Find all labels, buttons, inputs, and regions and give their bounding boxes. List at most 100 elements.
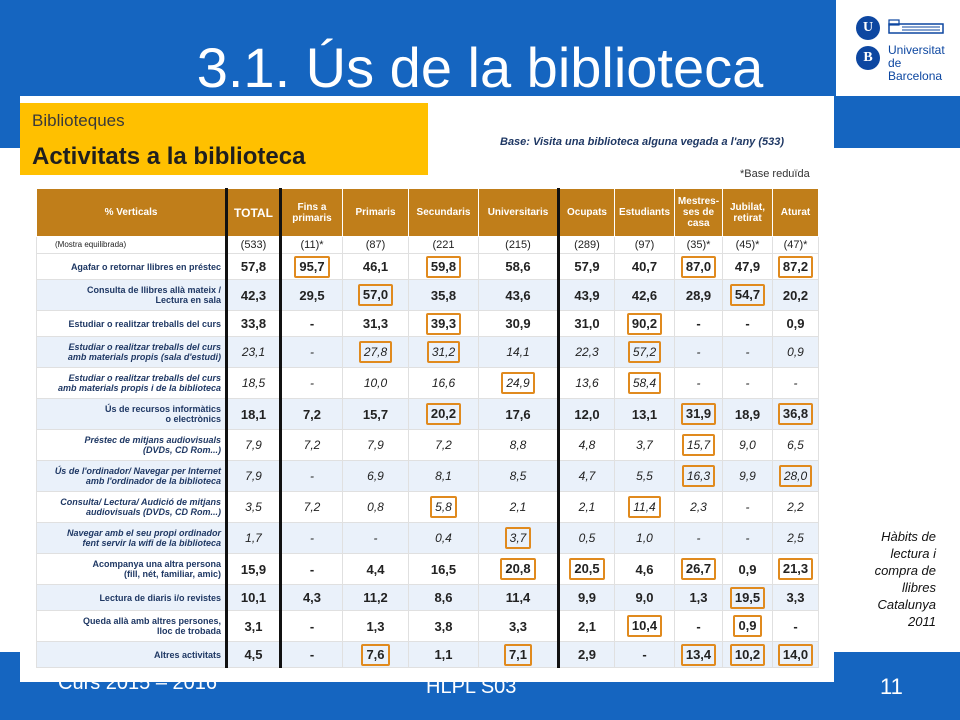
row-label-line: fent servir la wifi de la biblioteca xyxy=(82,538,221,548)
highlighted-value: 5,8 xyxy=(430,496,457,518)
value-cell: 8,5 xyxy=(478,460,559,492)
value-cell: 15,9 xyxy=(225,553,281,585)
row-label-line: Lectura en sala xyxy=(155,295,221,305)
table-row: Ús de l'ordinador/ Navegar per Internet a… xyxy=(36,460,819,492)
value-cell: 11,4 xyxy=(614,491,675,523)
value-cell: - xyxy=(722,336,773,368)
column-header: Universitaris xyxy=(478,188,559,237)
source-note-line: 2011 xyxy=(908,614,936,629)
row-label: Estudiar o realitzar treballs del curs xyxy=(36,310,227,337)
value-cell: 0,4 xyxy=(408,522,479,554)
value-cell: - xyxy=(279,610,343,642)
row-label: (Mostra equilibrada) xyxy=(36,236,227,254)
activities-table: % Verticals TOTAL Fins a primaris Primaris S… xyxy=(36,188,819,668)
sample-size-cell: (97) xyxy=(614,236,675,254)
value-cell: 2,2 xyxy=(772,491,819,523)
row-label-line: Lectura de diaris i/o revistes xyxy=(99,592,221,603)
row-label-line: Estudiar o realitzar treballs del curs xyxy=(68,342,221,352)
value-cell: 31,3 xyxy=(342,310,409,337)
value-cell: 5,5 xyxy=(614,460,675,492)
value-cell: 31,0 xyxy=(557,310,615,337)
highlighted-value: 31,9 xyxy=(680,403,717,425)
row-label-line: Consulta de llibres allà mateix / xyxy=(86,285,221,295)
value-cell: 42,3 xyxy=(225,279,281,311)
highlighted-value: 20,5 xyxy=(569,558,605,580)
table-row: Acompanya una altra persona (fill, nét, f… xyxy=(36,553,819,585)
column-header: Mestres-ses de casa xyxy=(674,188,723,237)
row-label-line: amb materials propis (sala d'estudi) xyxy=(67,352,221,362)
value-cell: 2,1 xyxy=(557,491,615,523)
row-label-line: (DVDs, CD Rom...) xyxy=(142,445,221,455)
value-cell: 36,8 xyxy=(772,398,819,430)
value-cell: - xyxy=(722,367,773,399)
value-cell: 0,5 xyxy=(557,522,615,554)
value-cell: 8,1 xyxy=(408,460,479,492)
value-cell: - xyxy=(279,641,343,668)
highlighted-value: 54,7 xyxy=(729,284,766,306)
value-cell: 17,6 xyxy=(478,398,559,430)
value-cell: 2,5 xyxy=(772,522,819,554)
table-row: Préstec de mitjans audiovisuals (DVDs, CD… xyxy=(36,429,819,461)
table-row: Ús de recursos informàtics o electrònics 1… xyxy=(36,398,819,430)
value-cell: 9,0 xyxy=(614,584,675,611)
source-note-line: lectura i xyxy=(890,546,936,561)
row-label: Acompanya una altra persona (fill, nét, f… xyxy=(36,553,227,585)
value-cell: 57,0 xyxy=(342,279,409,311)
value-cell: 9,9 xyxy=(557,584,615,611)
value-cell: 0,9 xyxy=(722,553,773,585)
value-cell: 3,7 xyxy=(478,522,559,554)
survey-document: Biblioteques Activitats a la biblioteca … xyxy=(20,96,834,682)
value-cell: 12,0 xyxy=(557,398,615,430)
value-cell: 3,3 xyxy=(478,610,559,642)
value-cell: 14,0 xyxy=(772,641,819,668)
value-cell: - xyxy=(279,367,343,399)
highlighted-value: 21,3 xyxy=(777,558,814,580)
highlighted-value: 95,7 xyxy=(294,255,330,278)
value-cell: 13,4 xyxy=(674,641,723,668)
value-cell: - xyxy=(279,336,343,368)
value-cell: 1,0 xyxy=(614,522,675,554)
value-cell: 14,1 xyxy=(478,336,559,368)
highlighted-value: 10,2 xyxy=(729,643,766,666)
value-cell: 20,5 xyxy=(557,553,615,585)
value-cell: 29,5 xyxy=(279,279,343,311)
value-cell: 0,9 xyxy=(722,610,773,642)
value-cell: 6,5 xyxy=(772,429,819,461)
value-cell: - xyxy=(279,310,343,337)
value-cell: 5,8 xyxy=(408,491,479,523)
highlighted-value: 20,8 xyxy=(500,558,536,580)
row-label: Lectura de diaris i/o revistes xyxy=(36,584,227,611)
value-cell: 4,4 xyxy=(342,553,409,585)
highlighted-value: 0,9 xyxy=(733,615,762,637)
highlighted-value: 24,9 xyxy=(501,372,535,394)
value-cell: 28,9 xyxy=(674,279,723,311)
value-cell: 4,7 xyxy=(557,460,615,492)
value-cell: - xyxy=(722,310,773,337)
value-cell: 18,9 xyxy=(722,398,773,430)
value-cell: 4,3 xyxy=(279,584,343,611)
value-cell: 23,1 xyxy=(225,336,281,368)
highlighted-value: 7,6 xyxy=(361,643,390,666)
value-cell: 20,2 xyxy=(772,279,819,311)
value-cell: 3,5 xyxy=(225,491,281,523)
row-label: Estudiar o realitzar treballs del curs am… xyxy=(36,336,227,368)
column-header: Estudiants xyxy=(614,188,675,237)
sample-size-cell: (215) xyxy=(478,236,559,254)
university-building-icon xyxy=(888,19,944,34)
slide-title: 3.1. Ús de la biblioteca xyxy=(196,36,764,99)
row-label-line: Queda allà amb altres persones, xyxy=(82,616,221,626)
value-cell: 22,3 xyxy=(557,336,615,368)
value-cell: - xyxy=(279,522,343,554)
value-cell: 7,9 xyxy=(225,429,281,461)
source-note-line: Catalunya xyxy=(877,597,936,612)
sample-size-cell: (11)* xyxy=(279,236,343,254)
source-note: Hàbits de lectura i compra de llibres Catalu… xyxy=(848,528,936,630)
column-header: TOTAL xyxy=(225,188,281,237)
value-cell: 2,1 xyxy=(478,491,559,523)
value-cell: 26,7 xyxy=(674,553,723,585)
table-row: Queda allà amb altres persones, lloc de t… xyxy=(36,610,819,642)
highlighted-value: 28,0 xyxy=(778,465,813,487)
column-header: Secundaris xyxy=(408,188,479,237)
course-label: Curs 2015 – 2016 xyxy=(58,672,218,694)
table-row: Consulta/ Lectura/ Audició de mitjans aud… xyxy=(36,491,819,523)
